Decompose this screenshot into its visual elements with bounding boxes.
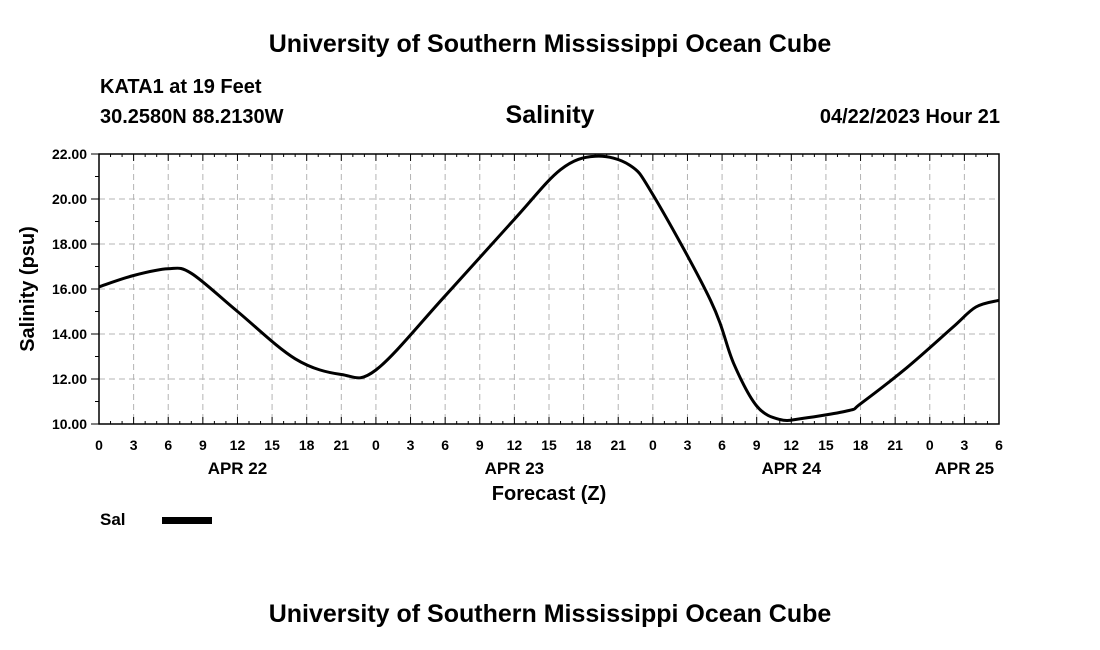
x-tick-label: 21	[610, 437, 626, 453]
y-tick-label: 10.00	[52, 416, 87, 432]
x-tick-label: 6	[441, 437, 449, 453]
x-tick-label: 6	[164, 437, 172, 453]
x-tick-label: 12	[784, 437, 800, 453]
x-tick-label: 6	[995, 437, 1003, 453]
footer-title: University of Southern Mississippi Ocean…	[268, 600, 832, 628]
forecast-datetime: 04/22/2023 Hour 21	[819, 106, 1000, 128]
legend-label: Sal	[100, 510, 126, 529]
chart-grid	[99, 154, 999, 424]
x-tick-label: 6	[718, 437, 726, 453]
x-tick-label: 21	[887, 437, 903, 453]
date-label: APR 23	[485, 459, 545, 478]
series-group	[98, 154, 1000, 422]
x-tick-label: 3	[960, 437, 968, 453]
page-title: University of Southern Mississippi Ocean…	[268, 30, 832, 58]
x-tick-label: 18	[299, 437, 315, 453]
date-label: APR 25	[935, 459, 995, 478]
x-tick-label: 15	[264, 437, 280, 453]
legend-swatch	[162, 517, 212, 524]
x-tick-label: 15	[541, 437, 557, 453]
x-tick-label: 15	[818, 437, 834, 453]
plot-frame	[98, 153, 1000, 425]
x-tick-label: 12	[507, 437, 523, 453]
x-tick-label: 9	[753, 437, 761, 453]
x-tick-label: 3	[407, 437, 415, 453]
y-tick-label: 18.00	[52, 236, 87, 252]
x-tick-label: 0	[95, 437, 103, 453]
date-label: APR 22	[208, 459, 268, 478]
y-tick-label: 12.00	[52, 371, 87, 387]
x-axis-title: Forecast (Z)	[492, 483, 606, 505]
x-tick-label: 9	[199, 437, 207, 453]
series-line-sal	[98, 154, 1000, 422]
y-tick-label: 16.00	[52, 281, 87, 297]
x-tick-label: 0	[649, 437, 657, 453]
date-label: APR 24	[762, 459, 822, 478]
chart-title: Salinity	[505, 101, 595, 129]
station-label: KATA1 at 19 Feet	[100, 76, 262, 98]
x-tick-label: 0	[926, 437, 934, 453]
y-axis-title: Salinity (psu)	[17, 226, 39, 352]
x-tick-label: 9	[476, 437, 484, 453]
coordinates-label: 30.2580N 88.2130W	[100, 106, 284, 128]
x-tick-label: 3	[684, 437, 692, 453]
tick-labels: 0 3 6 9 12 15 18 21 0 3 6 9 12 15 18 21 0 3 6 9 12 15 18 21 0 3 6 1…	[52, 146, 1003, 453]
x-tick-label: 12	[230, 437, 246, 453]
x-tick-label: 18	[853, 437, 869, 453]
x-tick-label: 0	[372, 437, 380, 453]
y-tick-label: 22.00	[52, 146, 87, 162]
x-tick-label: 21	[334, 437, 350, 453]
x-tick-label: 3	[130, 437, 138, 453]
y-tick-label: 20.00	[52, 191, 87, 207]
date-labels: APR 22 APR 23 APR 24 APR 25	[208, 459, 994, 478]
y-tick-label: 14.00	[52, 326, 87, 342]
x-tick-label: 18	[576, 437, 592, 453]
